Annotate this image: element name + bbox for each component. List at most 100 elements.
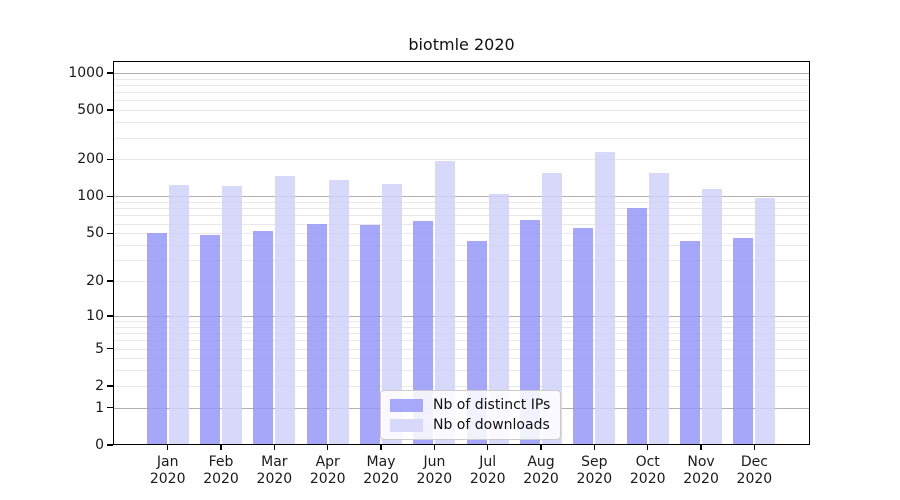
gridline-minor	[113, 281, 810, 283]
bar-distinct-ips-feb	[200, 235, 221, 445]
x-tick-label: Jan 2020	[149, 454, 186, 487]
gridline-minor	[113, 348, 810, 350]
y-tick-mark	[107, 385, 113, 387]
legend-swatch-distinct-ips	[390, 398, 423, 412]
gridline-major	[113, 72, 810, 74]
y-tick-mark	[107, 195, 113, 198]
gridline-minor	[113, 92, 810, 94]
x-tick-mark	[486, 445, 489, 450]
y-tick-mark	[107, 347, 113, 350]
x-tick-mark	[646, 445, 649, 450]
y-tick-mark	[107, 444, 113, 446]
bar-downloads-jul	[488, 194, 509, 445]
y-tick-mark	[107, 315, 113, 317]
x-tick-mark	[540, 445, 542, 450]
gridline-minor	[113, 202, 810, 204]
bar-downloads-apr	[328, 180, 349, 445]
y-tick-label: 100	[77, 188, 104, 205]
bar-distinct-ips-dec	[733, 237, 754, 445]
y-tick-label: 2	[95, 377, 104, 394]
bar-distinct-ips-nov	[680, 241, 701, 445]
gridline-minor	[113, 159, 810, 161]
gridline-major	[113, 315, 810, 317]
legend-label-distinct-ips: Nb of distinct IPs	[433, 397, 551, 413]
x-tick-mark	[700, 445, 702, 450]
gridline-major	[113, 196, 810, 198]
gridline-minor	[113, 233, 810, 235]
gridline-minor	[113, 122, 810, 124]
x-tick-label: Dec 2020	[736, 454, 773, 487]
legend-row-downloads: Nb of downloads	[390, 417, 550, 433]
y-tick-mark	[107, 406, 113, 409]
y-tick-mark	[107, 158, 113, 161]
bar-downloads-feb	[222, 185, 243, 445]
x-tick-label: Mar 2020	[256, 454, 293, 487]
bars-layer	[113, 61, 810, 445]
gridline-minor	[113, 321, 810, 322]
chart-title: biotmle 2020	[408, 35, 515, 54]
x-tick-mark	[753, 445, 756, 450]
bar-downloads-mar	[275, 175, 296, 445]
ticks-layer	[107, 61, 810, 450]
gridline-minor	[113, 333, 810, 335]
bar-downloads-sep	[595, 151, 616, 445]
y-tick-label: 10	[86, 307, 104, 324]
x-tick-label: Nov 2020	[683, 454, 719, 487]
y-tick-mark	[107, 72, 113, 74]
grid-layer	[113, 61, 810, 445]
bar-downloads-jun	[435, 161, 456, 445]
gridline-minor	[113, 78, 810, 80]
bar-distinct-ips-oct	[626, 207, 647, 445]
x-tick-label: Aug 2020	[523, 454, 559, 487]
y-tick-mark	[107, 109, 113, 111]
gridline-minor	[113, 215, 810, 217]
bar-downloads-jan	[168, 184, 189, 445]
gridline-minor	[113, 326, 810, 328]
gridline-minor	[113, 137, 810, 139]
gridline-minor	[113, 208, 810, 210]
y-tick-mark	[107, 280, 113, 282]
bar-distinct-ips-aug	[520, 220, 541, 445]
x-tick-label: Sep 2020	[576, 454, 613, 487]
y-tick-mark	[107, 232, 113, 234]
legend-label-downloads: Nb of downloads	[433, 417, 550, 433]
y-tick-label: 1000	[68, 64, 104, 81]
y-tick-label: 5	[95, 340, 104, 357]
y-tick-label: 1	[95, 399, 104, 416]
y-tick-label: 500	[77, 102, 104, 119]
gridline-minor	[113, 84, 810, 86]
bar-downloads-oct	[648, 172, 669, 445]
gridline-minor	[113, 245, 810, 246]
legend-row-distinct-ips: Nb of distinct IPs	[390, 397, 550, 413]
y-tick-label: 0	[95, 437, 104, 453]
x-tick-mark	[220, 445, 222, 450]
bar-downloads-dec	[755, 197, 776, 445]
gridline-minor	[113, 340, 810, 342]
gridline-minor	[113, 358, 810, 360]
bar-downloads-may	[382, 184, 403, 445]
x-tick-mark	[433, 445, 436, 450]
x-tick-label: Feb 2020	[203, 454, 239, 487]
x-tick-mark	[273, 445, 276, 450]
x-tick-label: Apr 2020	[309, 454, 346, 487]
bar-distinct-ips-may	[360, 224, 381, 445]
y-tick-label: 200	[77, 151, 104, 168]
bar-distinct-ips-jun	[413, 221, 434, 445]
bar-distinct-ips-apr	[306, 223, 327, 445]
gridline-minor	[113, 110, 810, 112]
legend: Nb of distinct IPs Nb of downloads	[380, 390, 562, 440]
gridline-minor	[113, 260, 810, 262]
gridline-minor	[113, 100, 810, 102]
bar-downloads-nov	[702, 189, 723, 445]
legend-swatch-downloads	[390, 418, 423, 432]
gridline-minor	[113, 385, 810, 387]
x-tick-label: Jun 2020	[416, 454, 453, 487]
bar-distinct-ips-mar	[253, 231, 274, 445]
x-tick-mark	[326, 445, 329, 450]
bar-distinct-ips-sep	[573, 228, 594, 445]
x-tick-mark	[380, 445, 382, 450]
x-tick-mark	[166, 445, 169, 450]
bar-distinct-ips-jan	[146, 233, 167, 445]
x-tick-label: May 2020	[363, 454, 399, 487]
